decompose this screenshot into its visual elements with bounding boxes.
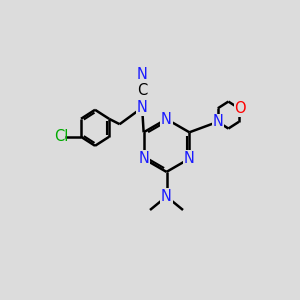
Text: O: O bbox=[235, 101, 246, 116]
Text: N: N bbox=[138, 151, 149, 166]
Text: C: C bbox=[137, 83, 147, 98]
Text: N: N bbox=[137, 100, 148, 115]
Text: N: N bbox=[137, 67, 148, 82]
Text: N: N bbox=[212, 114, 223, 129]
Text: N: N bbox=[184, 151, 195, 166]
Text: Cl: Cl bbox=[54, 129, 68, 144]
Text: N: N bbox=[212, 114, 223, 129]
Text: N: N bbox=[161, 189, 172, 204]
Text: N: N bbox=[161, 112, 172, 127]
